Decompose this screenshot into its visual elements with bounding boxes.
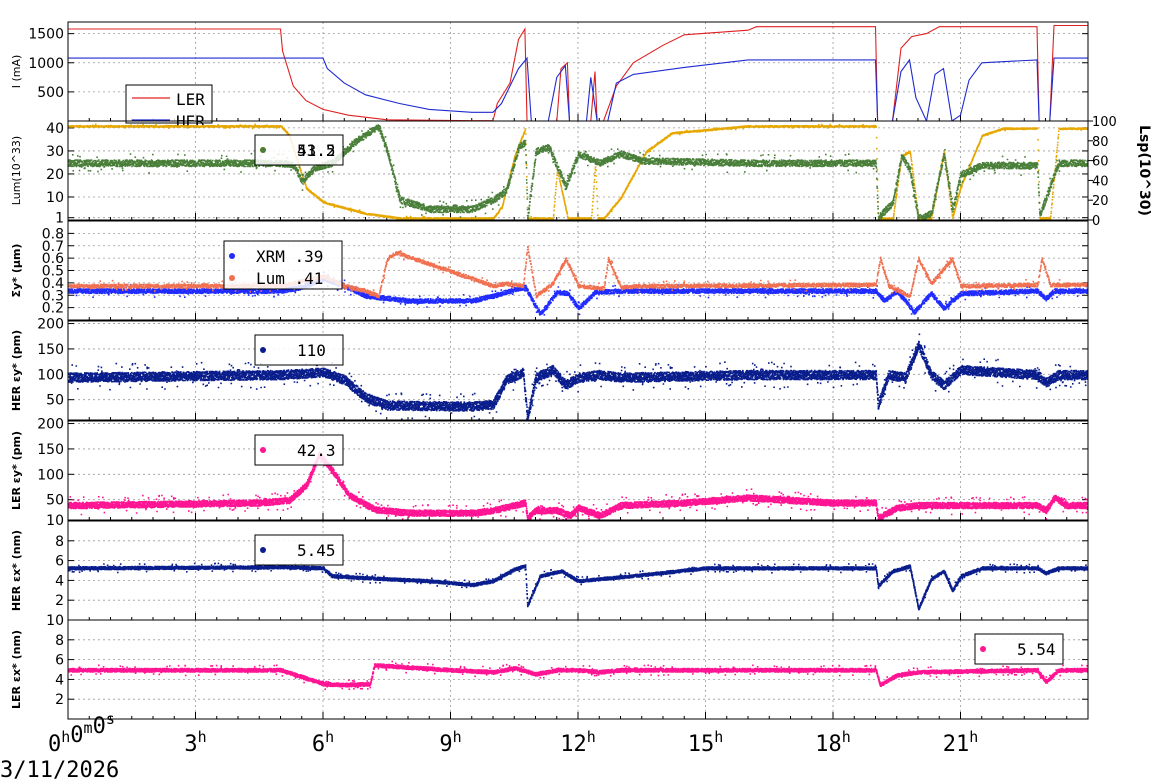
panel-ler_ex: 2 4 6 8 10 LER εx* (nm) 5.54 bbox=[10, 613, 1090, 719]
legend-label: 41.5 bbox=[297, 141, 336, 160]
y2-tick-label: 60 bbox=[1092, 155, 1109, 170]
y-tick-label: 20 bbox=[46, 167, 64, 183]
series-points bbox=[68, 661, 1090, 690]
y-tick-label: 10 bbox=[46, 190, 64, 206]
y-tick-label: 200 bbox=[37, 317, 64, 333]
y-axis-label: LER εy* (pm) bbox=[10, 431, 23, 510]
y-tick-label: 8 bbox=[55, 633, 64, 649]
x-tick-label: 9h bbox=[439, 728, 461, 757]
legend-swatch bbox=[980, 646, 986, 652]
y2-tick-label: 0 bbox=[1092, 214, 1100, 229]
x-tick-label: 21h bbox=[943, 728, 979, 757]
legend-label: 5.54 bbox=[1017, 640, 1056, 659]
legend: 5.54 bbox=[975, 634, 1063, 664]
legend-swatch bbox=[260, 347, 266, 353]
y-axis-label: HER εx* (nm) bbox=[10, 530, 23, 611]
y-tick-label: 40 bbox=[46, 121, 64, 137]
series-points bbox=[68, 124, 1089, 222]
legend: 53.241.5 bbox=[255, 135, 343, 165]
x-tick-label: 0h0m0s bbox=[48, 710, 115, 757]
y-tick-label: 2 bbox=[55, 593, 64, 609]
legend: XRM .39 Lum .41 bbox=[224, 241, 342, 289]
y-tick-label: 100 bbox=[37, 467, 64, 483]
series-layer bbox=[68, 124, 1089, 222]
legend: 5.45 bbox=[255, 535, 343, 565]
series-points bbox=[68, 334, 1090, 422]
series-points bbox=[68, 563, 1090, 611]
y-tick-label: 2 bbox=[55, 692, 64, 708]
series-layer bbox=[68, 334, 1090, 422]
legend: 110 bbox=[255, 335, 343, 365]
y-tick-label: 0.8 bbox=[42, 226, 64, 242]
x-tick-label: 12h bbox=[560, 728, 596, 757]
series-layer bbox=[68, 563, 1090, 611]
legend-swatch bbox=[260, 547, 266, 553]
legend-swatch bbox=[260, 447, 266, 453]
legend-label: 42.3 bbox=[297, 441, 336, 460]
y-tick-label: 6 bbox=[55, 554, 64, 570]
panel-frame bbox=[68, 321, 1088, 420]
y-tick-label: 1 bbox=[55, 211, 64, 227]
y2-tick-label: 20 bbox=[1092, 194, 1109, 209]
y-tick-label: 200 bbox=[37, 417, 64, 433]
y-tick-label: 150 bbox=[37, 342, 64, 358]
y-axis-label: Lum(10^33) bbox=[10, 136, 23, 205]
y-axis-label: HER εy* (pm) bbox=[10, 330, 23, 411]
date-label: 3/11/2026 bbox=[0, 758, 119, 782]
legend: 42.3 bbox=[255, 435, 343, 465]
y-tick-label: 1500 bbox=[28, 27, 64, 43]
panel-frame bbox=[68, 22, 1088, 121]
panel-ler_ey: 10 50 100 150 200 LER εy* (pm) 42.3 bbox=[10, 417, 1090, 529]
legend-label: Lum .41 bbox=[256, 269, 323, 288]
y-tick-label: 4 bbox=[55, 672, 64, 688]
y-axis-label: I (mA) bbox=[10, 55, 23, 89]
legend-swatch bbox=[260, 147, 266, 153]
series-layer bbox=[68, 246, 1089, 316]
panel-her_ey: 50 100 150 200 HER εy* (pm) 110 bbox=[10, 317, 1090, 422]
legend-swatch bbox=[229, 275, 235, 281]
series-points bbox=[68, 124, 1089, 222]
legend-label: XRM .39 bbox=[256, 247, 323, 266]
y-tick-label: 10 bbox=[46, 613, 64, 629]
x-tick-label: 6h bbox=[312, 728, 334, 757]
y2-tick-label: 40 bbox=[1092, 174, 1109, 189]
y-tick-label: 4 bbox=[55, 573, 64, 589]
y2-tick-label: 80 bbox=[1092, 135, 1109, 150]
y-tick-label: 50 bbox=[46, 393, 64, 409]
panel-frame bbox=[68, 521, 1088, 620]
y-tick-label: 8 bbox=[55, 534, 64, 550]
y-tick-label: 150 bbox=[37, 442, 64, 458]
y2-axis-label: Lsp(10^30) bbox=[1136, 125, 1152, 216]
x-tick-label: 15h bbox=[688, 728, 724, 757]
legend-swatch bbox=[229, 253, 235, 259]
series-layer bbox=[68, 661, 1090, 690]
y2-tick-label: 100 bbox=[1092, 115, 1117, 130]
y-tick-label: 50 bbox=[46, 493, 64, 509]
y-tick-label: 500 bbox=[37, 85, 64, 101]
y-axis-label: LER εx* (nm) bbox=[10, 630, 23, 709]
y-tick-label: 1000 bbox=[28, 56, 64, 72]
legend-label: 5.45 bbox=[297, 541, 336, 560]
y-tick-label: 100 bbox=[37, 367, 64, 383]
panel-her_ex: 2 4 6 8 HER εx* (nm) 5.45 bbox=[10, 521, 1090, 620]
series-points bbox=[68, 452, 1090, 525]
series-layer bbox=[68, 452, 1090, 525]
y-tick-label: 6 bbox=[55, 653, 64, 669]
panel-beamsize: 0.20.30.40.50.60.70.8Σy* (μm) XRM .39Lum … bbox=[10, 221, 1089, 320]
legend-label: LER bbox=[176, 90, 205, 109]
x-tick-label: 3h bbox=[184, 728, 206, 757]
y-tick-label: 10 bbox=[46, 513, 64, 529]
panel-luminosity: 1 10 20 30 40 0 20 40 60 80 100 Lsp(10^30) Lum(10^33… bbox=[10, 115, 1152, 229]
legend-label: 110 bbox=[297, 341, 326, 360]
x-tick-label: 18h bbox=[815, 728, 851, 757]
y-tick-label: 30 bbox=[46, 144, 64, 160]
panel-frame bbox=[68, 121, 1088, 220]
y-axis-label: Σy* (μm) bbox=[10, 244, 23, 298]
